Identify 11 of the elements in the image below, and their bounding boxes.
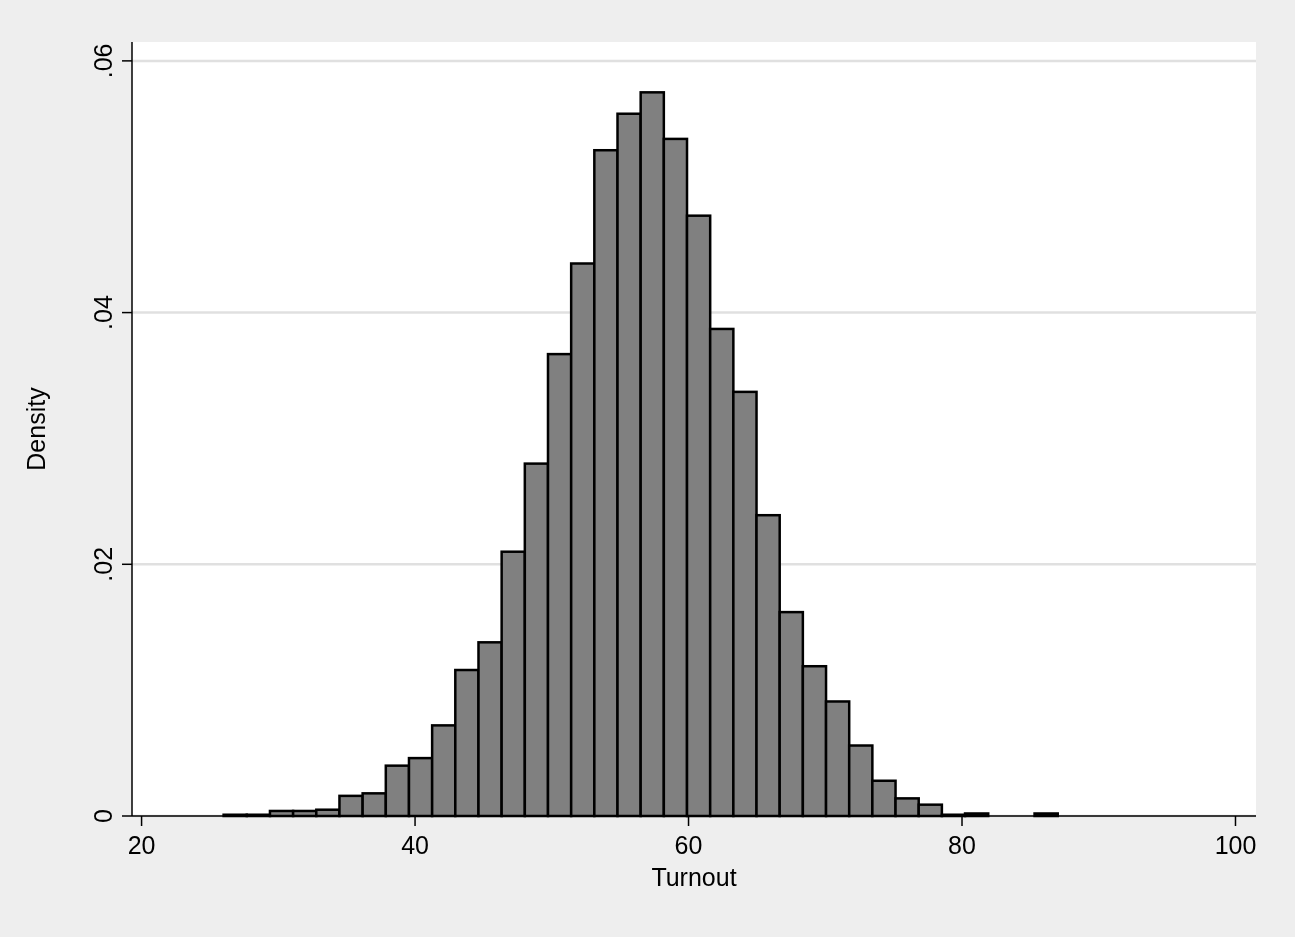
- x-tick-label: 60: [674, 831, 703, 859]
- x-tick-label: 40: [401, 831, 429, 859]
- x-tick-label: 20: [127, 831, 156, 859]
- x-tick-label: 100: [1214, 831, 1257, 859]
- y-tick-label: .06: [89, 43, 117, 79]
- y-tick-label: 0: [89, 809, 117, 823]
- y-tick-label: .04: [89, 295, 117, 330]
- y-axis-title: Density: [22, 386, 50, 471]
- x-axis-title: Turnout: [651, 863, 737, 891]
- y-tick-label: .02: [89, 546, 117, 582]
- x-tick-label: 80: [948, 831, 976, 859]
